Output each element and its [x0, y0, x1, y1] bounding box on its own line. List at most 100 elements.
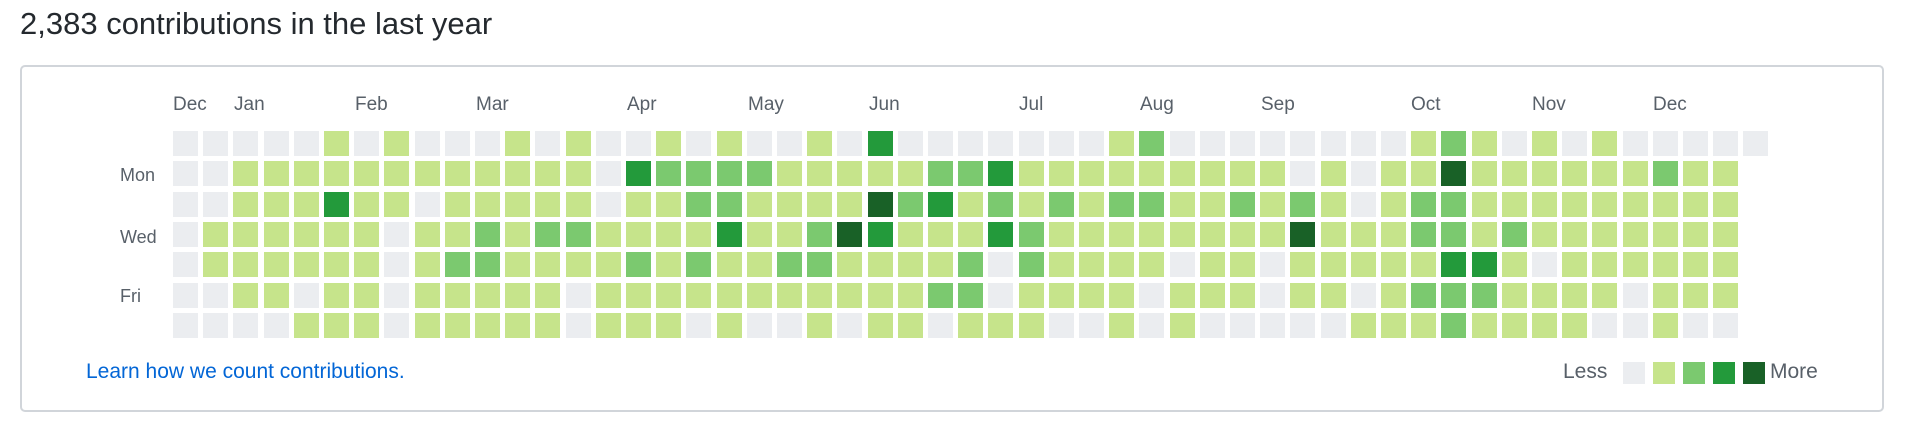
contribution-day-cell[interactable] [233, 252, 258, 277]
contribution-day-cell[interactable] [1079, 283, 1104, 308]
contribution-day-cell[interactable] [1139, 222, 1164, 247]
contribution-day-cell[interactable] [596, 283, 621, 308]
contribution-day-cell[interactable] [656, 161, 681, 186]
contribution-day-cell[interactable] [1381, 283, 1406, 308]
contribution-day-cell[interactable] [566, 283, 591, 308]
contribution-day-cell[interactable] [837, 131, 862, 156]
contribution-day-cell[interactable] [415, 252, 440, 277]
contribution-day-cell[interactable] [1441, 131, 1466, 156]
contribution-day-cell[interactable] [958, 161, 983, 186]
contribution-day-cell[interactable] [1019, 283, 1044, 308]
contribution-day-cell[interactable] [1230, 283, 1255, 308]
contribution-day-cell[interactable] [264, 252, 289, 277]
contribution-day-cell[interactable] [264, 131, 289, 156]
contribution-day-cell[interactable] [1170, 131, 1195, 156]
contribution-day-cell[interactable] [1351, 131, 1376, 156]
contribution-day-cell[interactable] [777, 161, 802, 186]
contribution-day-cell[interactable] [233, 161, 258, 186]
contribution-day-cell[interactable] [415, 192, 440, 217]
contribution-day-cell[interactable] [777, 192, 802, 217]
contribution-day-cell[interactable] [717, 192, 742, 217]
contribution-day-cell[interactable] [1109, 161, 1134, 186]
contribution-day-cell[interactable] [415, 283, 440, 308]
contribution-day-cell[interactable] [475, 192, 500, 217]
contribution-day-cell[interactable] [626, 313, 651, 338]
contribution-day-cell[interactable] [505, 161, 530, 186]
contribution-day-cell[interactable] [868, 192, 893, 217]
contribution-day-cell[interactable] [1653, 222, 1678, 247]
contribution-day-cell[interactable] [596, 161, 621, 186]
contribution-day-cell[interactable] [1170, 252, 1195, 277]
contribution-day-cell[interactable] [475, 313, 500, 338]
contribution-day-cell[interactable] [1321, 222, 1346, 247]
contribution-day-cell[interactable] [1713, 131, 1738, 156]
contribution-day-cell[interactable] [868, 283, 893, 308]
contribution-day-cell[interactable] [1290, 161, 1315, 186]
contribution-day-cell[interactable] [988, 222, 1013, 247]
contribution-day-cell[interactable] [958, 252, 983, 277]
contribution-day-cell[interactable] [777, 313, 802, 338]
contribution-day-cell[interactable] [203, 283, 228, 308]
contribution-day-cell[interactable] [1683, 313, 1708, 338]
contribution-day-cell[interactable] [173, 222, 198, 247]
contribution-day-cell[interactable] [686, 283, 711, 308]
contribution-day-cell[interactable] [1170, 222, 1195, 247]
contribution-day-cell[interactable] [596, 313, 621, 338]
contribution-day-cell[interactable] [535, 222, 560, 247]
contribution-day-cell[interactable] [777, 222, 802, 247]
contribution-day-cell[interactable] [1592, 222, 1617, 247]
contribution-day-cell[interactable] [535, 252, 560, 277]
contribution-day-cell[interactable] [1381, 192, 1406, 217]
contribution-day-cell[interactable] [807, 313, 832, 338]
contribution-day-cell[interactable] [475, 283, 500, 308]
contribution-day-cell[interactable] [1230, 192, 1255, 217]
contribution-day-cell[interactable] [686, 222, 711, 247]
contribution-day-cell[interactable] [1713, 222, 1738, 247]
contribution-day-cell[interactable] [1562, 161, 1587, 186]
contribution-day-cell[interactable] [1019, 252, 1044, 277]
contribution-day-cell[interactable] [928, 131, 953, 156]
contribution-day-cell[interactable] [1502, 283, 1527, 308]
contribution-day-cell[interactable] [837, 283, 862, 308]
contribution-day-cell[interactable] [505, 252, 530, 277]
contribution-day-cell[interactable] [1079, 313, 1104, 338]
contribution-day-cell[interactable] [1441, 252, 1466, 277]
contribution-day-cell[interactable] [535, 283, 560, 308]
contribution-day-cell[interactable] [1592, 192, 1617, 217]
contribution-day-cell[interactable] [566, 161, 591, 186]
contribution-day-cell[interactable] [475, 161, 500, 186]
contribution-day-cell[interactable] [686, 313, 711, 338]
contribution-day-cell[interactable] [1653, 313, 1678, 338]
contribution-day-cell[interactable] [324, 222, 349, 247]
contribution-day-cell[interactable] [233, 222, 258, 247]
contribution-day-cell[interactable] [415, 131, 440, 156]
contribution-day-cell[interactable] [1260, 161, 1285, 186]
contribution-day-cell[interactable] [1321, 192, 1346, 217]
contribution-day-cell[interactable] [1351, 313, 1376, 338]
contribution-day-cell[interactable] [1562, 192, 1587, 217]
contribution-day-cell[interactable] [626, 222, 651, 247]
contribution-day-cell[interactable] [173, 161, 198, 186]
contribution-day-cell[interactable] [686, 161, 711, 186]
contribution-day-cell[interactable] [1472, 252, 1497, 277]
contribution-day-cell[interactable] [686, 192, 711, 217]
contribution-day-cell[interactable] [837, 222, 862, 247]
contribution-day-cell[interactable] [686, 252, 711, 277]
contribution-day-cell[interactable] [1623, 192, 1648, 217]
contribution-day-cell[interactable] [1472, 283, 1497, 308]
contribution-day-cell[interactable] [1472, 192, 1497, 217]
contribution-day-cell[interactable] [384, 131, 409, 156]
contribution-day-cell[interactable] [1562, 252, 1587, 277]
contribution-day-cell[interactable] [1683, 192, 1708, 217]
contribution-day-cell[interactable] [807, 222, 832, 247]
contribution-day-cell[interactable] [294, 161, 319, 186]
contribution-day-cell[interactable] [445, 283, 470, 308]
contribution-day-cell[interactable] [1139, 131, 1164, 156]
contribution-day-cell[interactable] [1200, 283, 1225, 308]
contribution-day-cell[interactable] [958, 313, 983, 338]
contribution-day-cell[interactable] [475, 252, 500, 277]
contribution-day-cell[interactable] [354, 222, 379, 247]
contribution-day-cell[interactable] [1562, 283, 1587, 308]
contribution-day-cell[interactable] [1683, 131, 1708, 156]
contribution-day-cell[interactable] [807, 252, 832, 277]
